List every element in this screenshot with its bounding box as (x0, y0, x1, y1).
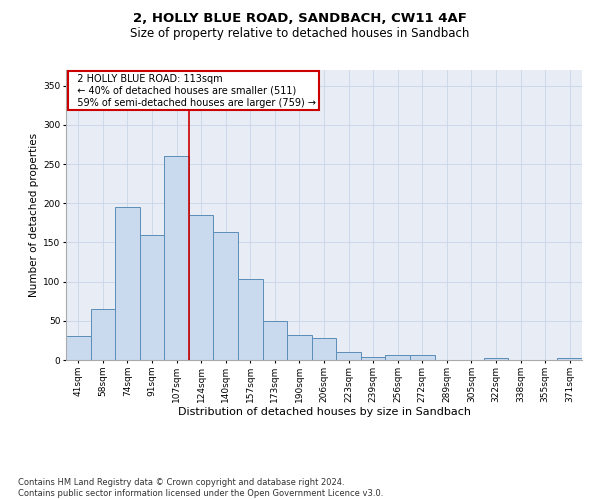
Bar (66, 336, 91, 360)
Bar (361, 357, 385, 360)
Bar (484, 358, 508, 360)
Bar (557, 358, 582, 360)
Text: Size of property relative to detached houses in Sandbach: Size of property relative to detached ho… (130, 28, 470, 40)
Bar (287, 335, 312, 360)
Bar (115, 207, 140, 360)
Text: Contains HM Land Registry data © Crown copyright and database right 2024.
Contai: Contains HM Land Registry data © Crown c… (18, 478, 383, 498)
Y-axis label: Number of detached properties: Number of detached properties (29, 133, 39, 297)
Bar (263, 321, 287, 360)
Bar (189, 215, 214, 360)
Bar (385, 356, 410, 360)
Text: 2, HOLLY BLUE ROAD, SANDBACH, CW11 4AF: 2, HOLLY BLUE ROAD, SANDBACH, CW11 4AF (133, 12, 467, 26)
Bar (140, 234, 164, 360)
Bar (214, 232, 238, 360)
Text: 2 HOLLY BLUE ROAD: 113sqm
  ← 40% of detached houses are smaller (511)
  59% of : 2 HOLLY BLUE ROAD: 113sqm ← 40% of detac… (71, 74, 316, 108)
Bar (312, 338, 336, 360)
Bar (238, 280, 263, 360)
Bar (91, 309, 115, 360)
Bar (336, 352, 361, 360)
Bar (410, 356, 434, 360)
X-axis label: Distribution of detached houses by size in Sandbach: Distribution of detached houses by size … (178, 408, 470, 418)
Bar (164, 156, 189, 360)
